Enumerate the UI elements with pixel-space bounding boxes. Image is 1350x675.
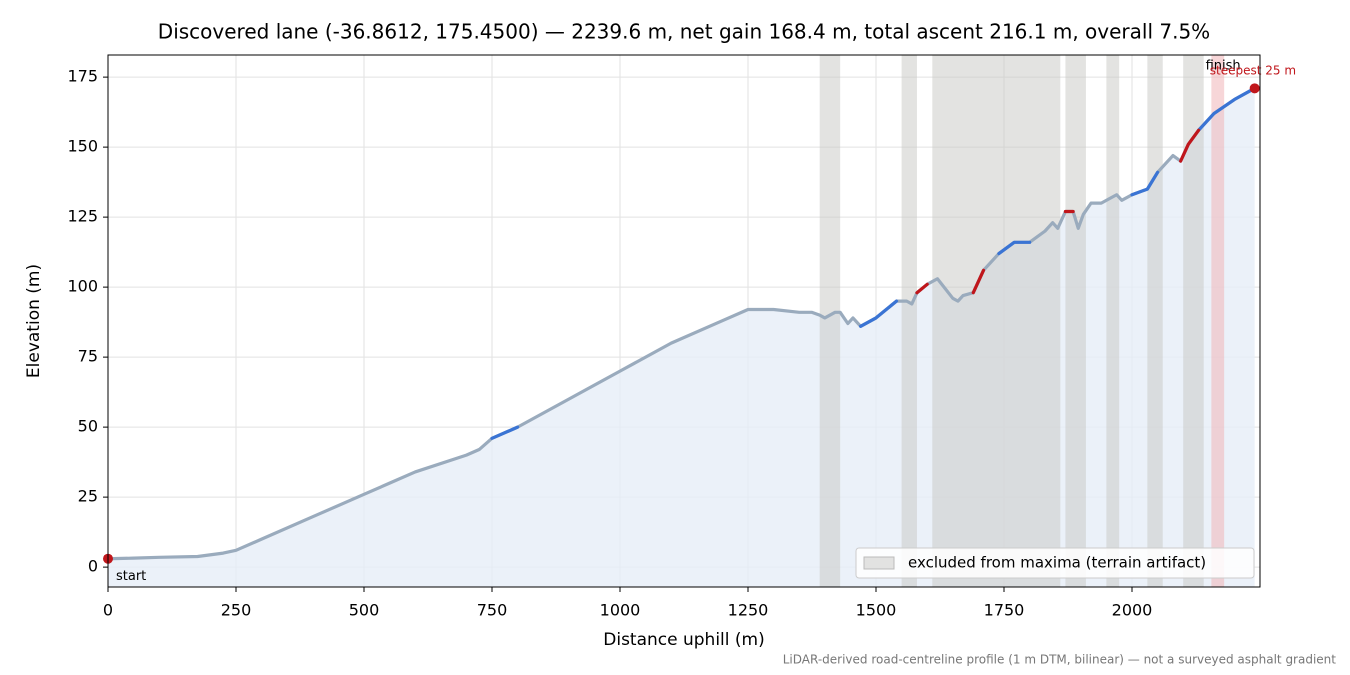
steepest-label: steepest 25 m (1210, 64, 1296, 78)
y-tick-label: 0 (88, 557, 98, 576)
x-axis-label: Distance uphill (m) (603, 630, 764, 650)
profile-line (106, 86, 1257, 561)
excluded-band (819, 55, 841, 587)
start-label: start (116, 569, 146, 584)
y-tick-label: 50 (78, 417, 98, 436)
y-tick-label: 175 (67, 67, 98, 86)
x-tick-label: 250 (221, 601, 252, 620)
x-tick-label: 1000 (600, 601, 641, 620)
x-tick-label: 500 (349, 601, 380, 620)
y-axis-label: Elevation (m) (24, 264, 44, 378)
x-tick-label: 2000 (1112, 601, 1153, 620)
footnote: LiDAR-derived road-centreline profile (1… (783, 653, 1337, 667)
excluded-band (1065, 55, 1086, 587)
legend-box (855, 547, 1255, 579)
x-tick-label: 0 (103, 601, 113, 620)
y-tick-label: 150 (67, 137, 98, 156)
x-tick-label: 1250 (728, 601, 769, 620)
chart-title: Discovered lane (-36.8612, 175.4500) — 2… (158, 20, 1210, 44)
excluded-band (1106, 55, 1120, 587)
excluded-band (1183, 55, 1204, 587)
x-tick-label: 750 (477, 601, 508, 620)
steepest-band (1211, 55, 1225, 587)
legend-swatch (863, 556, 895, 570)
endpoint (1249, 83, 1260, 94)
y-tick-label: 25 (78, 487, 98, 506)
plot-frame (107, 54, 1261, 588)
excluded-band (932, 55, 1061, 587)
y-tick-label: 75 (78, 347, 98, 366)
y-tick-label: 100 (67, 277, 98, 296)
profile-line (490, 86, 1257, 440)
y-tick-label: 125 (67, 207, 98, 226)
excluded-band (1147, 55, 1163, 587)
finish-label: finish (1206, 59, 1241, 74)
legend-label: excluded from maxima (terrain artifact) (908, 554, 1206, 572)
profile-line (915, 128, 1201, 295)
x-tick-label: 1500 (856, 601, 897, 620)
x-tick-label: 1750 (984, 601, 1025, 620)
excluded-band (901, 55, 917, 587)
